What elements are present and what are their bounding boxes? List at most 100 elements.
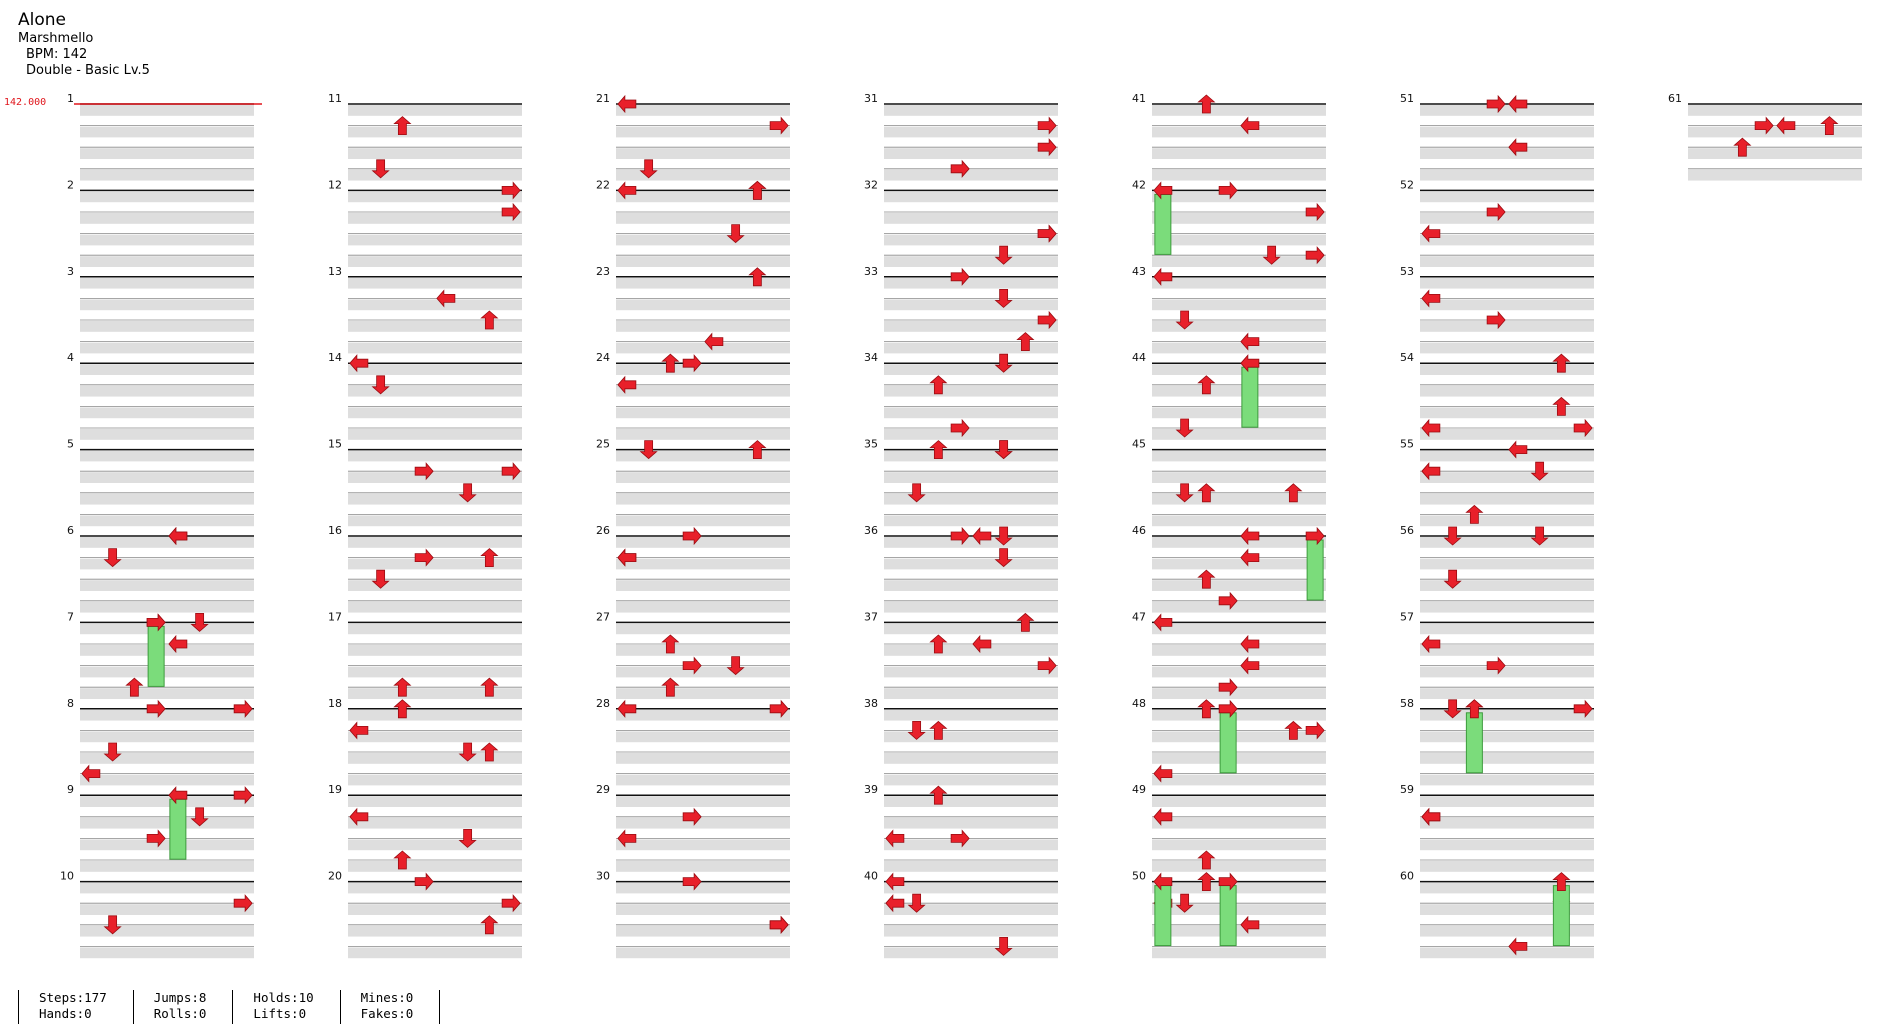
beat-band — [80, 126, 254, 138]
beat-band — [884, 580, 1058, 591]
beat-band — [80, 342, 254, 354]
hands-count: Hands:0 — [39, 1006, 92, 1021]
step-arrow — [1240, 354, 1260, 373]
beat-band — [1420, 342, 1594, 354]
beat-band — [80, 191, 254, 203]
beat-band — [884, 904, 1058, 915]
beat-band — [80, 277, 254, 289]
beat-band — [1152, 731, 1326, 743]
beat-band — [616, 105, 790, 116]
beat-band — [80, 429, 254, 440]
beat-band — [1420, 623, 1594, 635]
beat-band — [1420, 774, 1594, 786]
beat-band — [348, 493, 522, 505]
step-arrow — [1153, 764, 1173, 783]
beat-band — [348, 882, 522, 894]
step-arrow — [1016, 332, 1035, 352]
step-arrow — [103, 548, 122, 568]
step-arrow — [1218, 678, 1238, 697]
step-arrow — [1262, 245, 1281, 265]
step-arrow — [972, 526, 992, 546]
step-arrow — [617, 548, 637, 567]
beat-band — [884, 537, 1058, 548]
step-arrow — [617, 699, 637, 718]
steps-count: Steps:177 — [39, 990, 107, 1005]
step-arrow — [617, 375, 637, 394]
beat-band — [1152, 709, 1326, 721]
beat-band — [884, 688, 1058, 699]
step-arrow — [1486, 656, 1506, 675]
beat-band — [884, 774, 1058, 786]
measure-number: 52 — [1400, 178, 1414, 191]
step-arrow — [393, 850, 412, 870]
step-arrow — [146, 613, 166, 632]
beat-band — [884, 623, 1058, 635]
beat-band — [80, 666, 254, 678]
step-arrow — [125, 677, 144, 697]
step-arrow — [994, 440, 1013, 460]
beat-band — [348, 839, 522, 851]
beat-band — [1420, 256, 1594, 267]
measure-number: 9 — [67, 783, 74, 796]
beat-band — [1420, 537, 1594, 548]
step-arrow — [1305, 246, 1325, 265]
beat-band — [1152, 450, 1326, 462]
step-arrow — [1465, 504, 1484, 524]
measure-number: 3 — [67, 265, 74, 278]
step-arrow — [885, 829, 905, 848]
step-arrow — [1197, 699, 1216, 719]
beat-band — [80, 148, 254, 159]
step-arrow — [1552, 396, 1571, 416]
beat-band — [1152, 645, 1326, 656]
beat-band — [348, 299, 522, 311]
measure-number: 43 — [1132, 265, 1146, 278]
measure-number: 46 — [1132, 524, 1146, 537]
beat-band — [884, 947, 1058, 959]
measure-number: 32 — [864, 178, 878, 191]
step-arrow — [371, 159, 390, 179]
measure-number: 42 — [1132, 178, 1146, 191]
step-arrow — [1305, 526, 1325, 546]
beat-band — [1152, 817, 1326, 829]
step-arrow — [950, 159, 970, 178]
step-arrow — [994, 548, 1013, 568]
beat-band — [348, 709, 522, 721]
mines-count: Mines:0 — [360, 990, 414, 1005]
beat-band — [1152, 753, 1326, 764]
beat-band — [1152, 472, 1326, 483]
step-arrow — [1153, 181, 1173, 200]
beat-band — [80, 234, 254, 246]
beat-band — [80, 947, 254, 959]
beat-band — [348, 774, 522, 786]
beat-band — [1688, 148, 1862, 159]
step-arrow — [1037, 116, 1057, 135]
beat-band — [884, 169, 1058, 181]
beat-band — [1420, 364, 1594, 375]
step-arrow — [1037, 310, 1057, 330]
step-arrow — [1508, 94, 1528, 114]
beat-band — [1152, 321, 1326, 332]
step-arrow — [748, 267, 767, 287]
beat-band — [348, 321, 522, 332]
beat-band — [884, 753, 1058, 764]
step-arrow — [480, 548, 499, 567]
step-arrow — [414, 872, 434, 891]
step-arrow — [501, 894, 521, 913]
hold-body — [1154, 885, 1172, 947]
beat-band — [80, 472, 254, 483]
step-arrow — [1175, 418, 1194, 438]
beat-band — [1420, 493, 1594, 505]
beat-band — [884, 364, 1058, 375]
step-arrow — [1421, 807, 1441, 826]
step-arrow — [929, 375, 948, 395]
beat-band — [80, 623, 254, 635]
beat-band — [884, 213, 1058, 224]
beat-band — [1152, 601, 1326, 613]
beat-band — [884, 925, 1058, 937]
beat-band — [80, 321, 254, 332]
beat-band — [1420, 947, 1594, 959]
beat-band — [616, 753, 790, 764]
step-arrow — [1443, 526, 1462, 546]
step-arrow — [393, 699, 412, 719]
beat-band — [348, 623, 522, 635]
